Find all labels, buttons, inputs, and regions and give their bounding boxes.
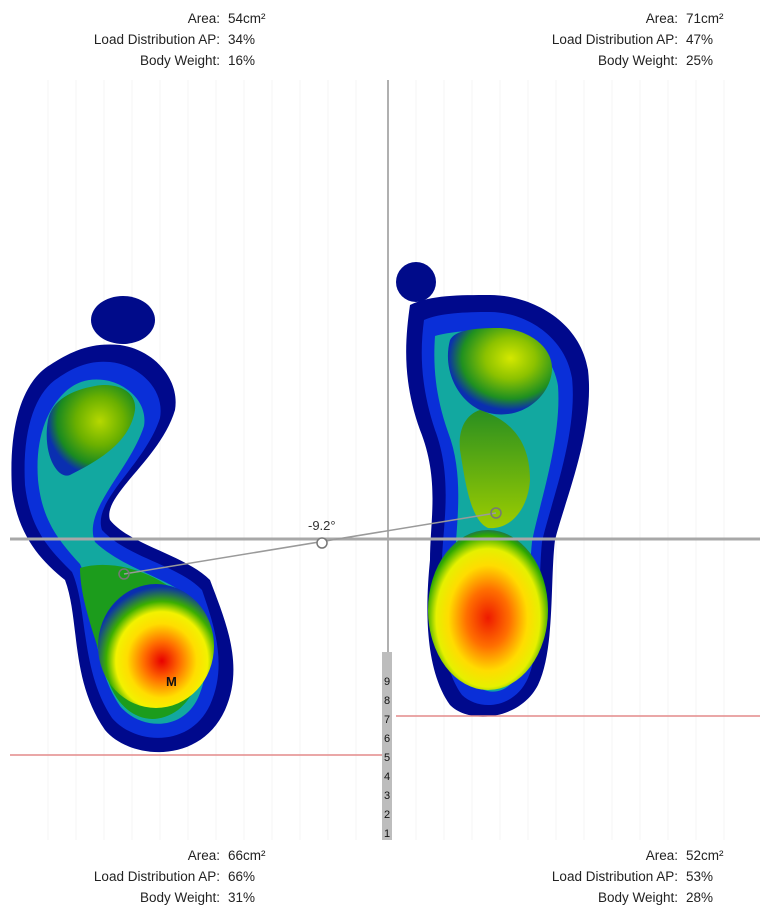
area-value: 66cm² [228,848,266,863]
peak-marker-label: M [166,674,177,689]
area-value: 71cm² [686,11,724,26]
scale-number: 6 [383,733,391,745]
body-weight-value: 25% [686,53,714,68]
scale-number: 9 [383,676,391,688]
scale-number: 3 [383,790,391,802]
load-distribution-value: 47% [686,32,714,47]
area-label: Area: [645,11,678,26]
area-label: Area: [187,848,220,863]
stats-top-right: Area: 71cm² Load Distribution AP: 47% Body… [468,8,746,71]
load-distribution-label: Load Distribution AP: [551,869,678,884]
load-distribution-label: Load Distribution AP: [93,32,220,47]
scale-number: 4 [383,771,391,783]
scale-number: 2 [383,809,391,821]
area-label: Area: [187,11,220,26]
right-center-marker[interactable] [490,507,502,519]
stats-bottom-left: Area: 66cm² Load Distribution AP: 66% Body… [10,845,288,908]
load-distribution-label: Load Distribution AP: [93,869,220,884]
left-foot-pressure [11,296,234,753]
scale-number: 1 [383,828,391,840]
stats-top-left: Area: 54cm² Load Distribution AP: 34% Body… [10,8,288,71]
load-distribution-value: 34% [228,32,256,47]
scale-bar [382,652,392,840]
left-center-marker[interactable] [118,568,130,580]
body-weight-label: Body Weight: [597,53,678,68]
stats-bottom-right: Area: 52cm² Load Distribution AP: 53% Body… [468,845,746,908]
load-distribution-value: 53% [686,869,714,884]
load-distribution-label: Load Distribution AP: [551,32,678,47]
body-weight-label: Body Weight: [139,890,220,905]
body-weight-label: Body Weight: [597,890,678,905]
area-label: Area: [645,848,678,863]
body-weight-value: 28% [686,890,714,905]
mid-center-marker[interactable] [316,537,328,549]
scale-number: 5 [383,752,391,764]
area-value: 52cm² [686,848,724,863]
pressure-connector-line [123,512,497,575]
right-foot-pressure [396,262,590,717]
pressure-map: -9.2° M [10,80,760,840]
scale-number: 8 [383,695,391,707]
load-distribution-value: 66% [228,869,256,884]
body-weight-label: Body Weight: [139,53,220,68]
scale-number: 7 [383,714,391,726]
body-weight-value: 31% [228,890,256,905]
area-value: 54cm² [228,11,266,26]
angle-label: -9.2° [308,518,336,533]
body-weight-value: 16% [228,53,256,68]
